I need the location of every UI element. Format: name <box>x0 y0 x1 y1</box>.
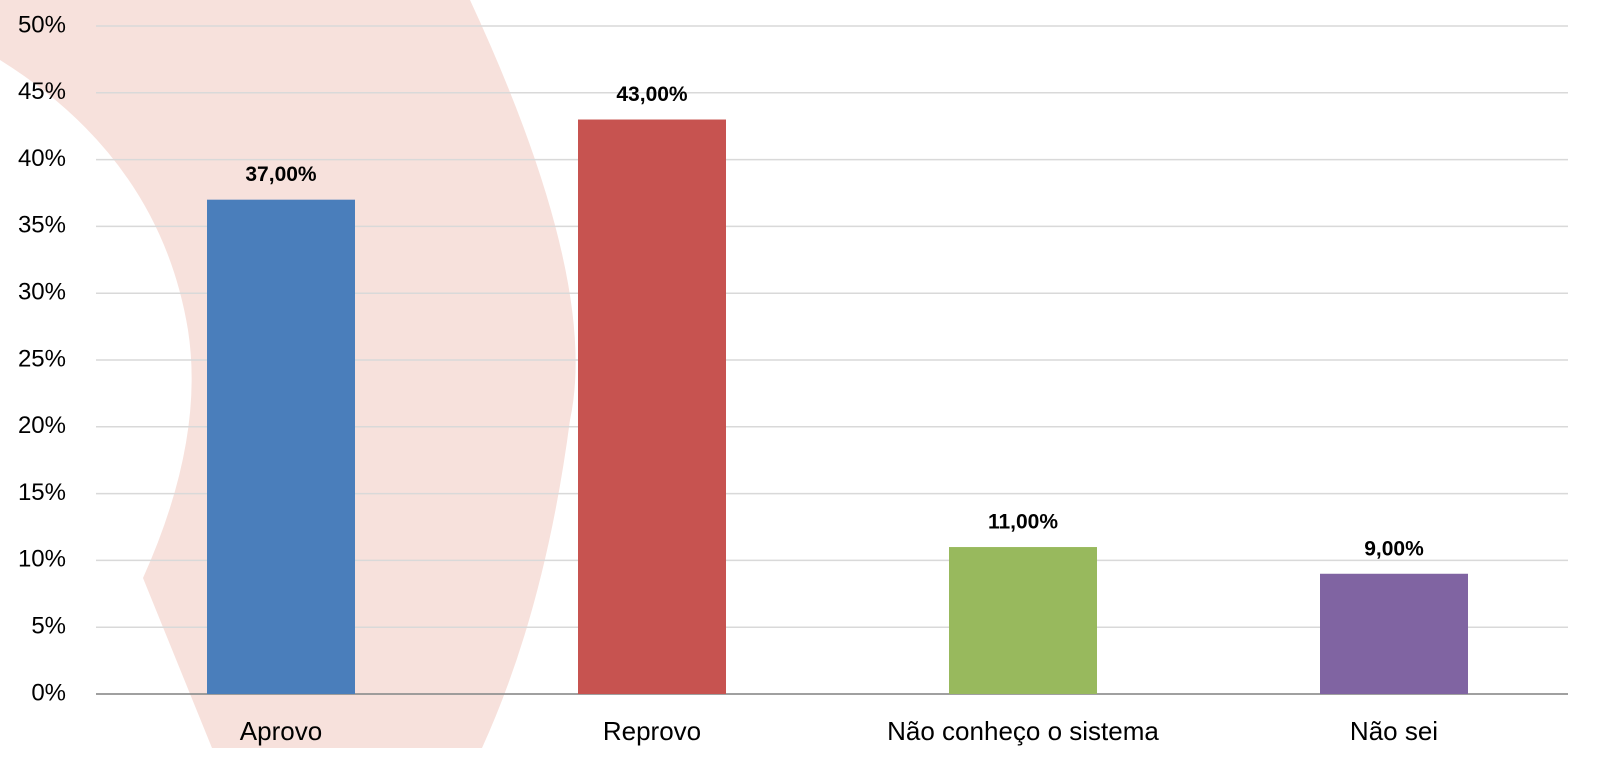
data-label: 37,00% <box>245 163 317 186</box>
y-tick-label: 40% <box>18 145 66 172</box>
x-tick-label: Não conheço o sistema <box>887 716 1159 746</box>
bar <box>949 547 1097 694</box>
data-label: 9,00% <box>1364 537 1424 560</box>
data-label: 11,00% <box>988 511 1058 534</box>
x-tick-label: Reprovo <box>603 716 701 746</box>
y-tick-label: 50% <box>18 11 66 38</box>
bar <box>578 119 726 694</box>
y-tick-label: 35% <box>18 212 66 239</box>
bar <box>207 199 355 694</box>
y-tick-label: 0% <box>31 679 66 706</box>
y-tick-label: 15% <box>18 479 66 506</box>
y-tick-label: 20% <box>18 412 66 439</box>
y-tick-label: 45% <box>18 78 66 105</box>
bar <box>1320 573 1468 694</box>
x-tick-label: Não sei <box>1350 716 1438 746</box>
x-tick-label: Aprovo <box>240 716 322 746</box>
y-tick-label: 25% <box>18 345 66 372</box>
y-tick-label: 10% <box>18 546 66 573</box>
y-tick-label: 30% <box>18 279 66 306</box>
y-tick-label: 5% <box>31 613 66 640</box>
data-label: 43,00% <box>616 83 688 106</box>
